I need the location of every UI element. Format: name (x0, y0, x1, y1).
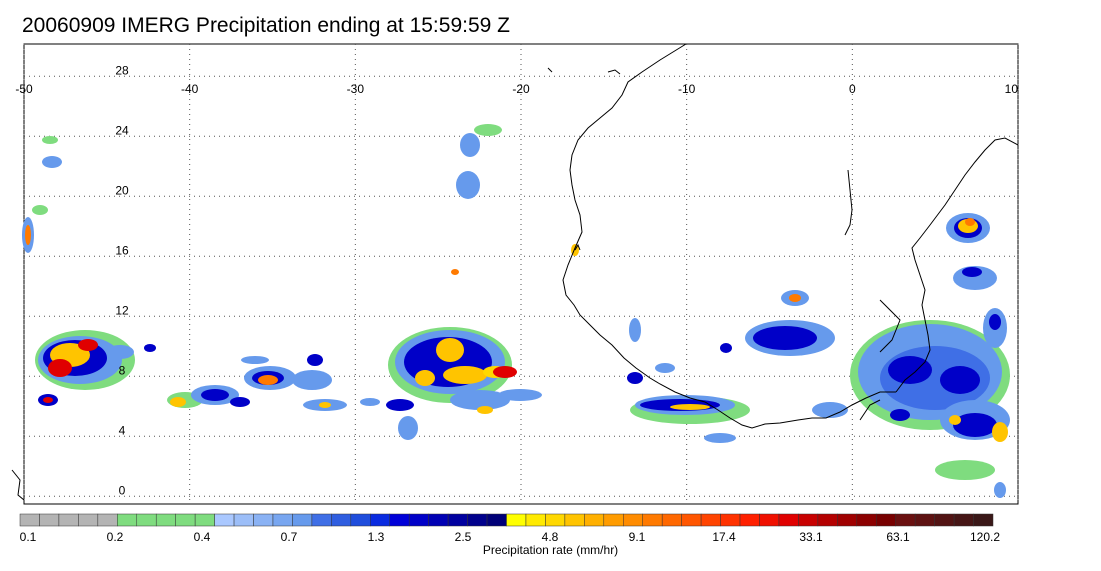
colorbar-swatch (661, 513, 682, 527)
precip-band-central-west (167, 354, 347, 411)
colorbar-swatch (428, 513, 449, 527)
colorbar-swatch (720, 513, 741, 527)
lat-label: 8 (119, 363, 126, 377)
lat-label: 24 (115, 123, 129, 137)
colorbar-tick-label: 4.8 (542, 530, 559, 544)
colorbar-swatch (311, 513, 332, 527)
colorbar-swatch (292, 513, 313, 527)
lon-label: 10 (1005, 82, 1019, 96)
colorbar-swatch (389, 513, 410, 527)
colorbar-tick-label: 120.2 (970, 530, 1000, 544)
colorbar-tick-label: 33.1 (799, 530, 823, 544)
colorbar-labels: 0.1 0.2 0.4 0.7 1.3 2.5 4.8 9.1 17.4 33.1 63.1 120.… (20, 530, 1001, 544)
colorbar-tick-label: 0.4 (194, 530, 211, 544)
colorbar-swatch (155, 513, 176, 527)
map-title: 20060909 IMERG Precipitation ending at 1… (22, 14, 510, 37)
colorbar-swatch (117, 513, 138, 527)
colorbar-swatch (331, 513, 352, 527)
colorbar-swatch (564, 513, 585, 527)
coastline (11, 43, 1019, 501)
lon-label: -40 (181, 82, 199, 96)
colorbar-swatch (486, 513, 507, 527)
colorbar-swatch (194, 513, 215, 527)
colorbar-swatch (739, 513, 760, 527)
colorbar-tick-label: 0.7 (281, 530, 298, 544)
longitude-labels: -50 -40 -30 -20 -10 0 10 (15, 82, 1018, 96)
lat-label: 12 (115, 303, 129, 317)
colorbar-swatch (914, 513, 935, 527)
colorbar-swatch (408, 513, 429, 527)
lon-label: -20 (512, 82, 530, 96)
colorbar-swatch (370, 513, 390, 527)
lon-label: 0 (849, 82, 856, 96)
colorbar-swatch (136, 513, 157, 527)
colorbar-swatch (506, 513, 527, 527)
colorbar-swatch (350, 513, 371, 527)
colorbar-swatch (19, 513, 40, 527)
colorbar-swatch (778, 513, 799, 527)
lat-label: 4 (119, 423, 126, 437)
precipitation-field (22, 124, 1010, 498)
colorbar-swatch (875, 513, 896, 527)
colorbar-swatch (603, 513, 624, 527)
colorbar-swatch (525, 513, 546, 527)
lon-label: -50 (15, 82, 33, 96)
colorbar-swatch (700, 513, 721, 527)
colorbar-swatch (856, 513, 877, 527)
colorbar-swatch (233, 513, 254, 527)
colorbar-tick-label: 17.4 (712, 530, 736, 544)
lat-lon-grid (23, 44, 1019, 504)
colorbar-swatch (39, 513, 60, 527)
colorbar-tick-label: 2.5 (455, 530, 472, 544)
colorbar-swatch (623, 513, 643, 527)
colorbar-swatch (798, 513, 819, 527)
colorbar-swatch (973, 513, 994, 527)
colorbar-swatch (253, 513, 274, 527)
colorbar-swatch (953, 513, 974, 527)
colorbar-swatch (895, 513, 916, 527)
colorbar-swatch (681, 513, 702, 527)
colorbar-swatch (934, 513, 955, 527)
colorbar-swatch (837, 513, 858, 527)
colorbar-swatch (214, 513, 235, 527)
colorbar-swatch (817, 513, 838, 527)
precip-cluster-central (360, 327, 542, 440)
lat-label: 20 (115, 183, 129, 197)
precip-region-far-east (850, 213, 1010, 498)
lat-label: 16 (115, 243, 129, 257)
colorbar-tick-label: 9.1 (629, 530, 646, 544)
colorbar-swatch (642, 513, 663, 527)
colorbar-swatch (78, 513, 99, 527)
colorbar-title: Precipitation rate (mm/hr) (482, 543, 619, 557)
colorbar-tick-label: 0.1 (20, 530, 37, 544)
colorbar-swatch (759, 513, 780, 527)
precip-band-coastal (571, 244, 750, 443)
colorbar-swatch (272, 513, 293, 527)
precip-cluster-east (720, 290, 848, 418)
precip-cluster-west (35, 330, 156, 406)
lat-label: 28 (115, 63, 129, 77)
colorbar-tick-label: 0.2 (107, 530, 124, 544)
latitude-labels: 28 24 20 16 12 8 4 0 (115, 63, 129, 497)
lat-label: 0 (119, 483, 126, 497)
colorbar-tick-label: 63.1 (886, 530, 910, 544)
colorbar-swatch (545, 513, 566, 527)
colorbar-swatch (175, 513, 196, 527)
colorbar-swatch (97, 513, 118, 527)
colorbar (19, 513, 994, 527)
colorbar-swatch (584, 513, 605, 527)
colorbar-tick-label: 1.3 (368, 530, 385, 544)
colorbar-swatch (447, 513, 468, 527)
lon-label: -10 (678, 82, 696, 96)
colorbar-swatch (467, 513, 488, 527)
colorbar-swatch (58, 513, 79, 527)
lon-label: -30 (347, 82, 365, 96)
